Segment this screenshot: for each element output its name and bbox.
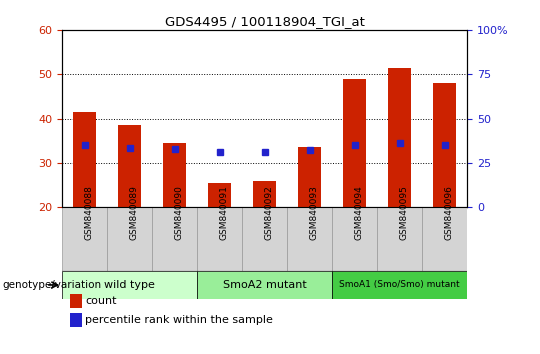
Bar bbox=[377, 207, 422, 271]
Text: SmoA2 mutant: SmoA2 mutant bbox=[222, 280, 307, 290]
Bar bbox=[62, 272, 197, 298]
Text: count: count bbox=[85, 296, 117, 306]
Bar bbox=[197, 207, 242, 271]
Title: GDS4495 / 100118904_TGI_at: GDS4495 / 100118904_TGI_at bbox=[165, 15, 364, 28]
Text: GSM840096: GSM840096 bbox=[444, 185, 454, 240]
Text: GSM840090: GSM840090 bbox=[174, 185, 184, 240]
Bar bbox=[332, 272, 467, 298]
Bar bbox=[332, 207, 377, 271]
Bar bbox=[62, 207, 107, 271]
Bar bbox=[197, 272, 332, 298]
Text: GSM840094: GSM840094 bbox=[355, 185, 363, 240]
Bar bbox=[73, 112, 96, 207]
Text: GSM840095: GSM840095 bbox=[400, 185, 409, 240]
Bar bbox=[299, 147, 321, 207]
Text: wild type: wild type bbox=[104, 280, 155, 290]
Bar bbox=[422, 207, 467, 271]
Text: GSM840093: GSM840093 bbox=[309, 185, 319, 240]
Bar bbox=[242, 207, 287, 271]
Bar bbox=[287, 207, 332, 271]
Text: GSM840092: GSM840092 bbox=[265, 185, 274, 240]
Text: GSM840088: GSM840088 bbox=[85, 185, 93, 240]
Bar bbox=[107, 207, 152, 271]
Text: GSM840089: GSM840089 bbox=[130, 185, 139, 240]
Bar bbox=[208, 183, 231, 207]
Bar bbox=[118, 125, 141, 207]
Bar bbox=[343, 79, 366, 207]
Bar bbox=[253, 181, 276, 207]
Text: genotype/variation: genotype/variation bbox=[3, 280, 102, 290]
Bar bbox=[152, 207, 197, 271]
Text: percentile rank within the sample: percentile rank within the sample bbox=[85, 315, 273, 325]
Text: GSM840091: GSM840091 bbox=[220, 185, 228, 240]
Bar bbox=[388, 68, 411, 207]
Text: SmoA1 (Smo/Smo) mutant: SmoA1 (Smo/Smo) mutant bbox=[339, 280, 460, 290]
Bar bbox=[434, 83, 456, 207]
Bar bbox=[163, 143, 186, 207]
